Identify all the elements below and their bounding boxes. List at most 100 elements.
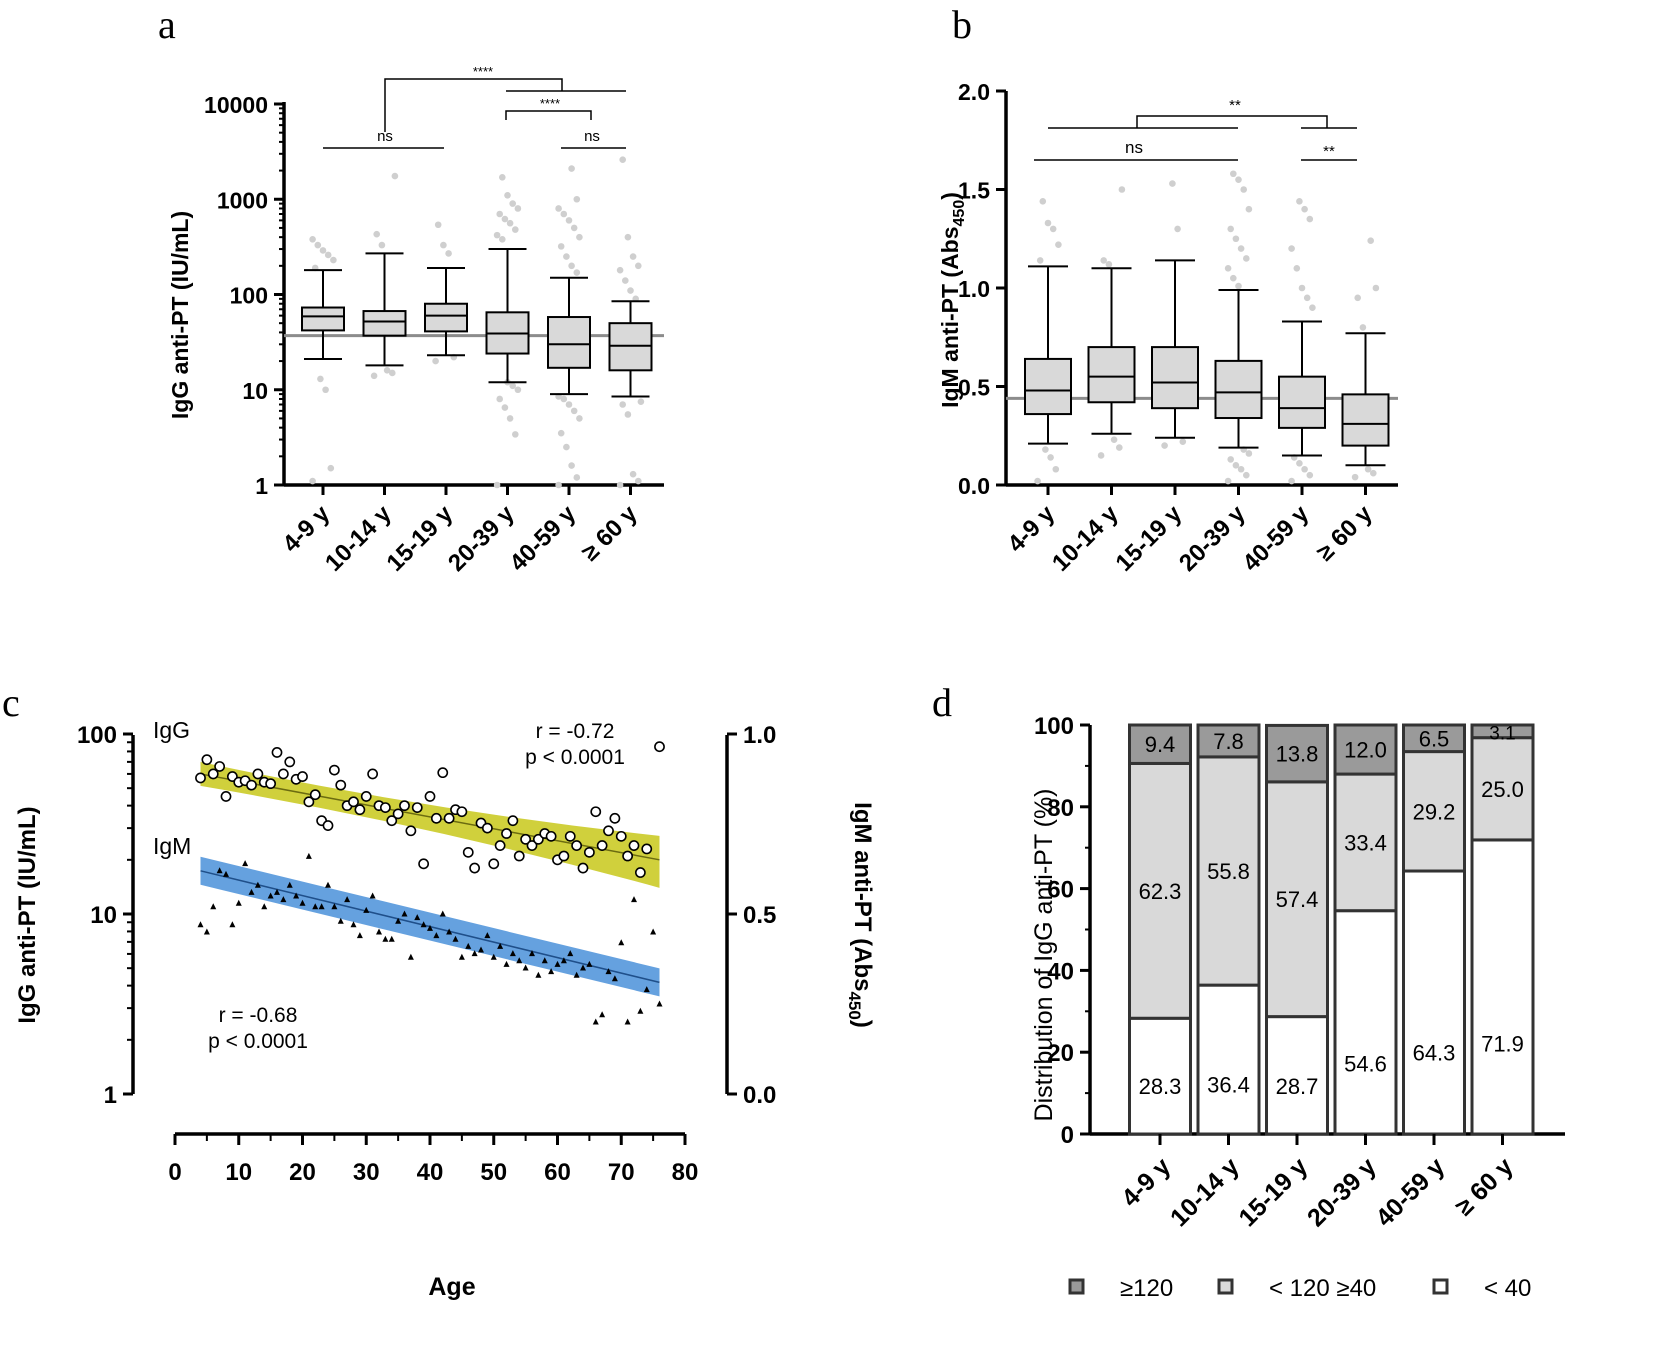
- panel-d-data-label: 9.4: [1145, 732, 1176, 757]
- panel-b-outlier-point: [1232, 235, 1240, 243]
- panel-d-x-tick-label: 10-14 y: [1165, 1152, 1245, 1232]
- panel-a-outlier-point: [565, 217, 573, 224]
- panel-c-igg-data-point: [348, 796, 359, 808]
- panel-c-y-tick-label-left: 1: [104, 1082, 117, 1109]
- panel-c-igm-data-point: [497, 942, 504, 949]
- panel-a-x-tick-label: 10-14 y: [320, 500, 397, 577]
- panel-c-igm-data-point: [656, 1000, 663, 1007]
- panel-b-y-tick-label: 1.0: [958, 276, 990, 302]
- panel-a-box: [547, 316, 591, 369]
- panel-b-outlier-point: [1049, 225, 1057, 233]
- panel-c-igm-data-point: [382, 935, 389, 942]
- panel-b-outlier-point: [1367, 237, 1374, 245]
- panel-d-bar-segment: [1333, 723, 1398, 776]
- panel-c-igg-data-point: [328, 764, 340, 776]
- panel-label-a: a: [158, 2, 176, 47]
- panel-a-bracket: [505, 110, 592, 120]
- panel-d-x-tick-label: 40-59 y: [1370, 1152, 1450, 1232]
- panel-c-igg-p-label: p < 0.0001: [525, 746, 625, 769]
- panel-d-data-label: 57.4: [1276, 887, 1319, 912]
- panel-a-outlier-point: [629, 253, 637, 260]
- panel-c-igg-data-point: [577, 862, 589, 874]
- panel-b-outlier-point: [1301, 465, 1308, 473]
- panel-a-outlier-point: [573, 195, 581, 203]
- panel-a-outlier-point: [565, 401, 573, 408]
- panel-c-igm-data-point: [293, 892, 300, 899]
- panel-c-igg-data-point: [494, 840, 506, 851]
- panel-c-y-tick-label-right: 0.5: [743, 902, 776, 929]
- panel-b-y-tick-label: 0.0: [958, 473, 990, 499]
- panel-c-igm-data-point: [395, 917, 402, 924]
- panel-a-x-tick-label: 40-59 y: [505, 500, 582, 577]
- panel-c-igg-data-point: [634, 867, 646, 878]
- panel-b-outlier-point: [1370, 469, 1377, 477]
- panel-c-igg-fit-line: [200, 773, 660, 861]
- panel-a-x-tick-label: 15-19 y: [382, 500, 459, 577]
- panel-b-box: [1214, 359, 1263, 420]
- panel-c-igm-data-point: [554, 960, 561, 967]
- panel-c-igg-data-point: [501, 828, 512, 839]
- panel-c-y-tick-label-right: 0.0: [743, 1082, 776, 1109]
- panel-a-outlier-point: [373, 230, 381, 238]
- panel-a-y-tick-label: 10000: [204, 92, 268, 118]
- panel-c-igm-data-point: [350, 921, 357, 928]
- panel-b-box: [1341, 393, 1390, 447]
- panel-c-igm-data-point: [286, 881, 293, 888]
- panel-c-igg-data-point: [488, 858, 500, 870]
- panel-b-outlier-point: [1372, 284, 1380, 292]
- panel-c-igm-data-point: [203, 928, 210, 935]
- panel-a-x-tick-label: ≥ 60 y: [577, 500, 644, 567]
- panel-a-outlier-point: [389, 369, 396, 377]
- panel-d-legend-swatch: [1068, 1278, 1085, 1295]
- panel-c-igm-data-point: [274, 888, 280, 895]
- panel-d-data-label: 54.6: [1344, 1051, 1387, 1076]
- panel-d-y-axis-label: Distribution of IgG anti-PT (%): [1030, 789, 1058, 1122]
- panel-a-y-axis-label: IgG anti-PT (IU/mL): [167, 211, 193, 419]
- panel-c-igg-data-point: [399, 800, 410, 812]
- panel-a-outlier-point: [391, 172, 399, 180]
- panel-c-igm-data-point: [618, 939, 625, 946]
- panel-a-outlier-point: [327, 464, 335, 472]
- panel-a-outlier-point: [496, 395, 504, 403]
- panel-a-y-tick-label: 1: [255, 473, 268, 499]
- panel-a-outlier-point: [560, 210, 568, 218]
- panel-b-outlier-point: [1245, 205, 1253, 213]
- panel-c-igm-data-point: [401, 910, 408, 917]
- panel-b-outlier-point: [1303, 294, 1311, 302]
- panel-b-outlier-point: [1224, 477, 1232, 485]
- panel-b-outlier-point: [1174, 225, 1181, 233]
- panel-c-x-tick-label: 20: [289, 1159, 316, 1186]
- panel-a-outlier-point: [378, 241, 386, 249]
- panel-c-igm-data-point: [446, 928, 453, 935]
- panel-a-outlier-point: [514, 386, 522, 394]
- panel-c-igg-data-point: [437, 767, 449, 779]
- panel-c-igm-series-label: IgM: [153, 833, 191, 859]
- panel-b-outlier-point: [1047, 454, 1054, 461]
- panel-c-igg-data-point: [558, 850, 570, 862]
- panel-a-significance-label: ****: [540, 96, 560, 111]
- panel-c-igm-data-point: [433, 932, 440, 939]
- panel-c-y-axis-label-left: IgG anti-PT (IU/mL): [14, 806, 41, 1023]
- panel-b-outlier-point: [1301, 205, 1308, 213]
- panel-c-igm-data-point: [503, 960, 510, 967]
- panel-c-igg-data-point: [526, 840, 538, 851]
- panel-c-scatter-plot: IgG anti-PT (IU/mL) IgM anti-PT (Abs450)…: [14, 717, 876, 1301]
- panel-c-igg-data-point: [354, 804, 366, 816]
- panel-a-outlier-point: [324, 251, 332, 259]
- panel-c-igm-data-point: [369, 892, 376, 899]
- panel-a-outlier-point: [434, 221, 442, 229]
- panel-a-outlier-point: [509, 382, 516, 390]
- panel-c-x-tick-label: 30: [353, 1159, 380, 1186]
- panel-c-igg-data-point: [583, 846, 595, 858]
- panel-b-outlier-point: [1044, 219, 1052, 227]
- panel-b-outlier-point: [1100, 257, 1107, 264]
- panel-d-y-tick-label: 0: [1061, 1122, 1074, 1149]
- panel-d-data-label: 71.9: [1481, 1032, 1524, 1057]
- panel-b-box: [1278, 375, 1326, 429]
- panel-a-y-tick-label: 1000: [217, 187, 268, 213]
- panel-c-igm-data-point: [490, 953, 497, 960]
- panel-c-igm-data-point: [197, 921, 204, 928]
- panel-c-igm-data-point: [356, 932, 363, 939]
- panel-a-outlier-point: [496, 210, 504, 218]
- panel-c-x-axis-label: Age: [428, 1273, 475, 1301]
